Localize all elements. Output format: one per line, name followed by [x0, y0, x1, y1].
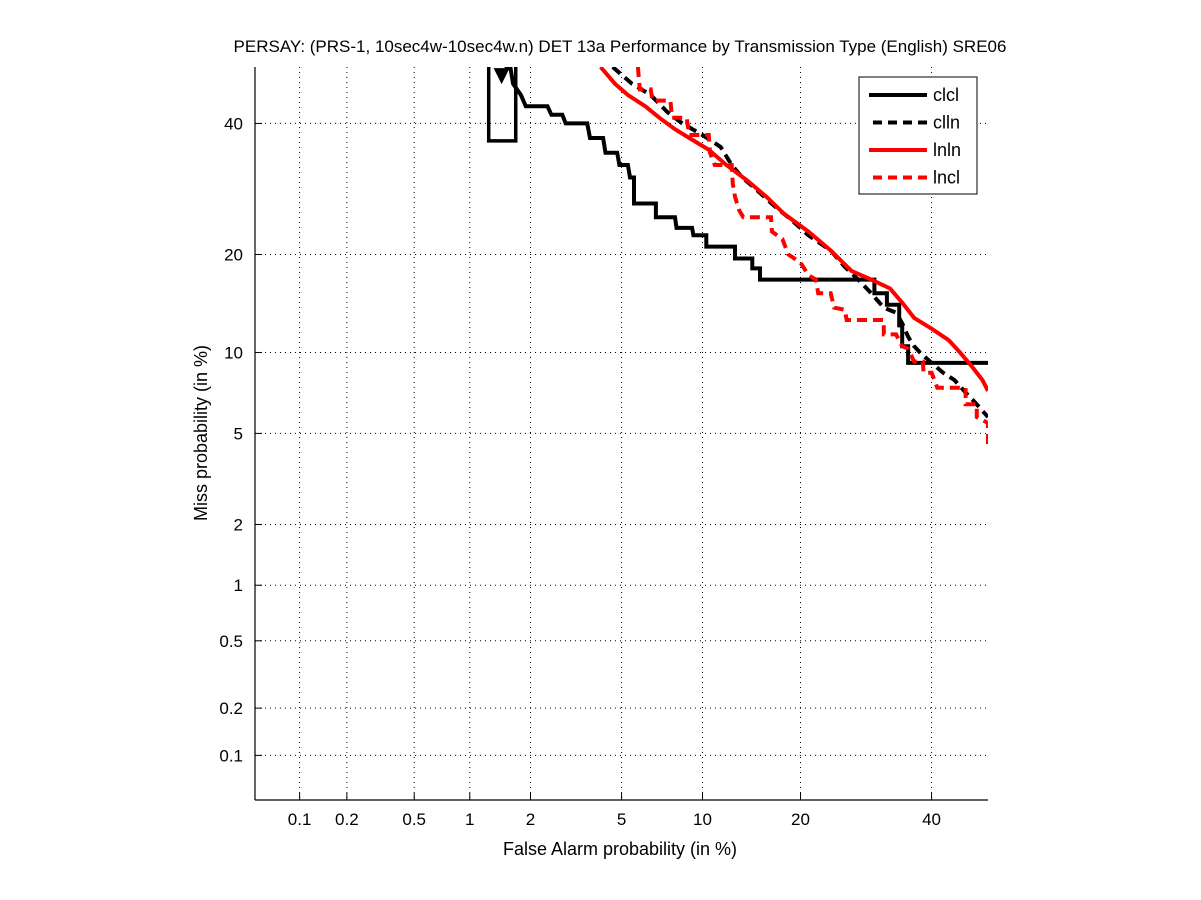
legend-label-lncl: lncl	[933, 168, 960, 188]
y-tick-label: 40	[224, 114, 243, 133]
series-clcl-line	[504, 67, 988, 365]
clcl-operating-point-marker	[493, 68, 510, 85]
y-tick-label: 10	[224, 343, 243, 362]
x-axis-label: False Alarm probability (in %)	[503, 839, 737, 859]
x-tick-label: 20	[791, 810, 810, 829]
legend: clcl clln lnln lncl	[858, 76, 978, 195]
series-layer	[486, 67, 988, 450]
y-tick-label: 0.1	[219, 746, 243, 765]
x-tick-label: 1	[465, 810, 474, 829]
y-tick-label: 1	[234, 576, 243, 595]
clcl-confidence-box	[486, 67, 518, 143]
axis-ticks: 0.1 0.2 0.5 1 2 5 10 20 40 0.1 0.2 0.5 1 2 5 10 20 40	[219, 114, 941, 829]
x-tick-label: 0.2	[335, 810, 359, 829]
legend-label-clcl: clcl	[933, 85, 959, 105]
y-tick-label: 2	[234, 515, 243, 534]
x-tick-label: 0.1	[288, 810, 312, 829]
y-tick-label: 0.5	[219, 632, 243, 651]
y-axis-label: Miss probability (in %)	[191, 345, 211, 521]
series-lncl-line	[635, 67, 988, 450]
x-tick-label: 0.5	[402, 810, 426, 829]
x-tick-label: 5	[617, 810, 626, 829]
x-tick-label: 10	[693, 810, 712, 829]
y-tick-label: 20	[224, 245, 243, 264]
y-tick-label: 0.2	[219, 699, 243, 718]
legend-label-lnln: lnln	[933, 140, 961, 160]
series-lnln-line	[599, 67, 988, 392]
x-tick-label: 2	[526, 810, 535, 829]
legend-label-clln: clln	[933, 113, 960, 133]
y-tick-label: 5	[234, 424, 243, 443]
grid-lines	[255, 67, 988, 800]
chart-title: PERSAY: (PRS-1, 10sec4w-10sec4w.n) DET 1…	[234, 37, 1007, 56]
x-tick-label: 40	[922, 810, 941, 829]
